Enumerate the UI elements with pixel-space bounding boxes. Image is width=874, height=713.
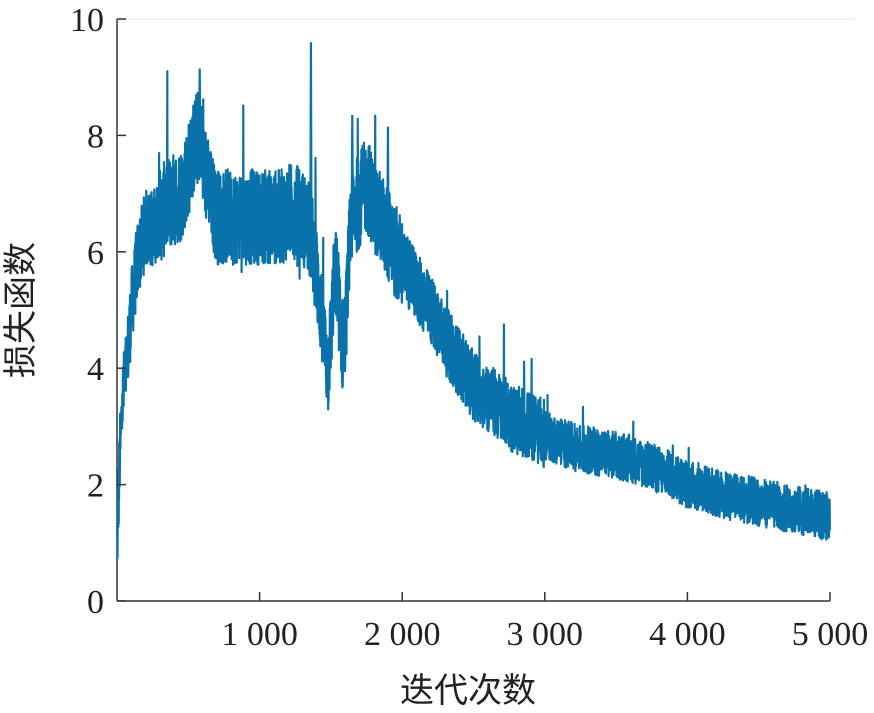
y-tick-label: 8 — [87, 118, 104, 155]
y-tick-label: 6 — [87, 235, 104, 272]
y-tick-label: 0 — [87, 584, 104, 621]
y-tick-label: 10 — [70, 2, 104, 39]
x-tick-label: 5 000 — [792, 616, 869, 653]
x-tick-label: 4 000 — [649, 616, 726, 653]
y-tick-label: 4 — [87, 351, 104, 388]
loss-spike — [198, 68, 202, 153]
y-tick-label: 2 — [87, 468, 104, 505]
x-tick-label: 1 000 — [221, 616, 298, 653]
y-axis-label: 损失函数 — [1, 242, 41, 378]
x-axis-label: 迭代次数 — [400, 671, 536, 711]
loss-series-line — [115, 70, 831, 559]
loss-spike — [350, 115, 354, 232]
loss-spike — [386, 126, 390, 252]
series-layer — [115, 42, 831, 559]
loss-spike — [309, 42, 313, 252]
x-tick-label: 3 000 — [507, 616, 584, 653]
x-tick-label: 2 000 — [364, 616, 441, 653]
x-ticks: 1 000 2 000 3 000 4 000 5 000 — [221, 592, 868, 653]
y-ticks: 0 2 4 6 8 10 — [70, 2, 126, 621]
